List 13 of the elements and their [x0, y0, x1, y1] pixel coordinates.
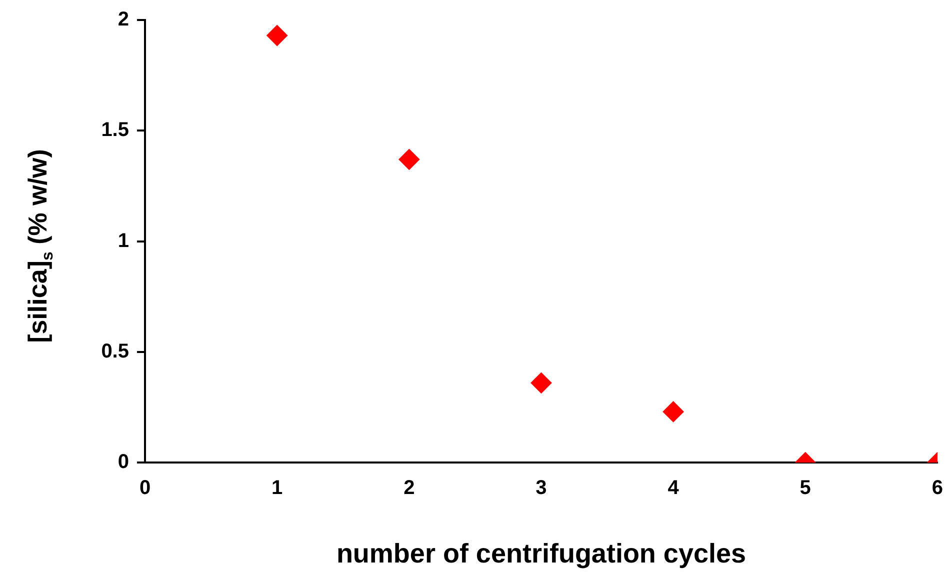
y-tick-label: 1 — [118, 230, 129, 252]
y-tick-label: 2 — [118, 8, 129, 31]
y-tick-label: 1.5 — [101, 119, 129, 142]
x-tick-label: 4 — [668, 477, 680, 500]
y-tick-label: 0.5 — [101, 340, 129, 362]
x-tick-label: 3 — [536, 477, 547, 500]
x-tick-label: 2 — [404, 477, 415, 500]
x-tick-label: 1 — [272, 477, 283, 500]
x-tick-label: 6 — [932, 477, 943, 500]
x-axis-title: number of centrifugation cycles — [336, 538, 746, 568]
x-tick-label: 0 — [139, 477, 151, 500]
x-tick-label: 5 — [800, 477, 811, 500]
y-tick-label: 0 — [118, 451, 129, 474]
